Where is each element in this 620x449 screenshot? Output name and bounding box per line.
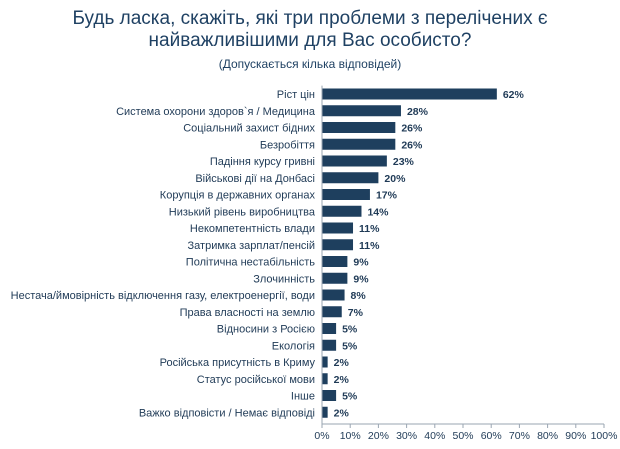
value-label: 26% — [401, 139, 423, 151]
category-label: Права власності на землю — [180, 307, 315, 319]
category-label: Система охорони здоров`я / Медицина — [116, 106, 316, 118]
bar — [322, 205, 362, 217]
category-label: Статус російської мови — [197, 374, 315, 386]
bar — [322, 306, 342, 318]
category-label: Соціальний захист бідних — [183, 123, 315, 135]
x-tick-label: 20% — [368, 430, 389, 442]
bar — [322, 256, 348, 267]
chart-title-line-2: найважливішими для Вас особисто? — [148, 30, 472, 51]
bar — [322, 289, 345, 301]
bar — [322, 138, 396, 150]
x-tick-label: 40% — [424, 430, 445, 442]
value-label: 14% — [367, 206, 389, 218]
category-label: Інше — [291, 391, 315, 403]
bar — [322, 189, 370, 200]
category-label: Безробіття — [260, 139, 315, 151]
value-label: 20% — [384, 173, 406, 185]
bar — [322, 272, 348, 284]
x-tick-label: 100% — [591, 430, 618, 442]
value-label: 23% — [393, 156, 415, 168]
category-label: Затримка зарплат/пенсій — [188, 240, 315, 252]
bar — [322, 373, 328, 385]
x-tick-label: 30% — [396, 430, 417, 442]
bar — [322, 406, 328, 418]
x-tick-label: 80% — [537, 430, 558, 442]
value-label: 7% — [348, 307, 364, 319]
value-label: 5% — [342, 391, 358, 403]
category-label: Некомпетентність влади — [190, 223, 315, 235]
category-label: Політична нестабільність — [186, 257, 315, 269]
x-tick-label: 10% — [340, 430, 361, 442]
value-label: 8% — [351, 290, 367, 302]
x-tick-label: 60% — [481, 430, 502, 442]
value-label: 2% — [334, 374, 350, 386]
value-label: 26% — [401, 123, 423, 135]
category-label: Важко відповісти / Немає відповіді — [139, 407, 315, 419]
category-label: Нестача/ймовірність відключення газу, ел… — [11, 290, 315, 302]
chart-subtitle: (Допускається кілька відповідей) — [218, 57, 402, 71]
x-tick-label: 70% — [509, 430, 530, 442]
value-label: 2% — [334, 357, 350, 369]
value-label: 11% — [359, 223, 380, 235]
bar — [322, 339, 337, 351]
x-tick-label: 90% — [565, 430, 586, 442]
chart-header: Будь ласка, скажіть, які три проблеми з … — [0, 8, 620, 72]
chart-title-line-1: Будь ласка, скажіть, які три проблеми з … — [72, 8, 548, 29]
x-tick-label: 0% — [314, 430, 329, 442]
bar — [322, 222, 354, 234]
x-tick-label: 50% — [452, 430, 473, 442]
bar — [322, 172, 379, 184]
value-label: 2% — [334, 407, 350, 419]
value-label: 17% — [376, 190, 398, 202]
category-label: Корупція в державних органах — [160, 190, 316, 202]
bar — [322, 356, 328, 368]
value-label: 28% — [407, 106, 429, 118]
category-label: Екологія — [272, 340, 315, 352]
value-label: 5% — [342, 324, 358, 336]
category-label: Падіння курсу гривні — [210, 156, 315, 168]
bar — [322, 122, 396, 133]
category-label: Злочинність — [253, 273, 315, 285]
bar — [322, 105, 401, 117]
bar — [322, 88, 497, 100]
bar — [322, 390, 337, 401]
value-label: 11% — [359, 240, 380, 252]
category-label: Російська присутність в Криму — [160, 357, 316, 369]
category-label: Військові дії на Донбасі — [195, 173, 315, 185]
bar — [322, 239, 354, 251]
value-label: 5% — [342, 340, 358, 352]
value-label: 62% — [503, 89, 525, 101]
bar — [322, 323, 337, 334]
category-label: Відносини з Росією — [217, 324, 315, 336]
bar — [322, 155, 387, 167]
category-label: Низький рівень виробництва — [169, 206, 316, 218]
value-label: 9% — [353, 273, 369, 285]
chart-title: Будь ласка, скажіть, які три проблеми з … — [0, 8, 620, 52]
category-label: Ріст цін — [277, 89, 315, 101]
value-label: 9% — [353, 257, 369, 269]
